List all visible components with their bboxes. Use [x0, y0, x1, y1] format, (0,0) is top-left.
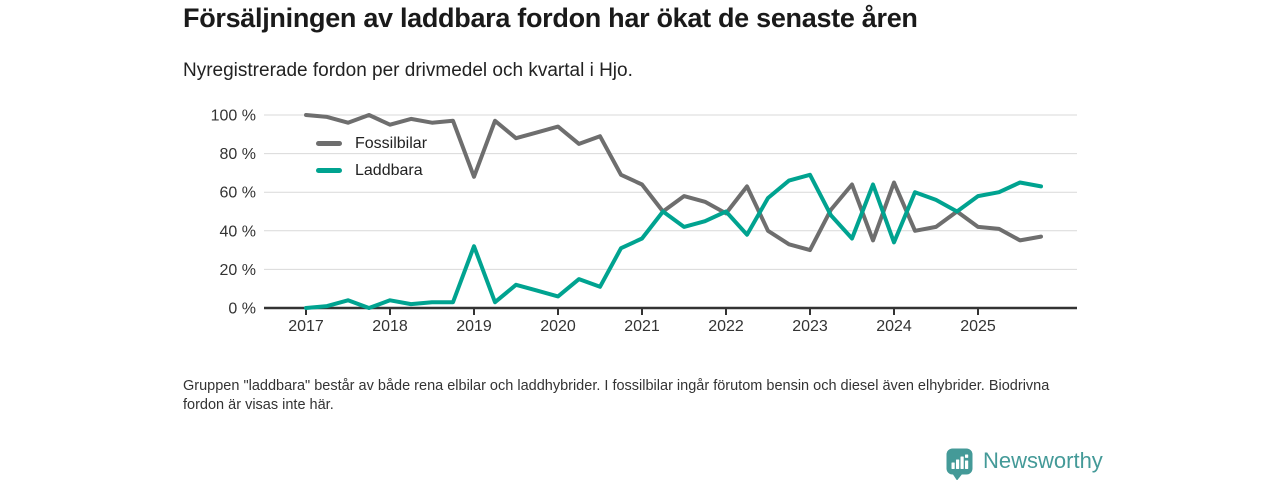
x-axis-tick-label: 2023: [792, 318, 828, 335]
legend-item-fossilbilar: Fossilbilar: [316, 130, 427, 157]
series-line-laddbara: [304, 172, 1043, 310]
newsworthy-wordmark: Newsworthy: [983, 448, 1103, 473]
y-axis-tick-label: 0 %: [228, 301, 256, 318]
x-axis-tick-label: 2024: [876, 318, 912, 335]
x-axis-tick-label: 2019: [456, 318, 492, 335]
x-axis-tick-label: 2021: [624, 318, 660, 335]
chart-footnote: Gruppen "laddbara" består av både rena e…: [183, 378, 1050, 414]
fossilbilar-line-swatch-icon: [316, 141, 342, 146]
legend-label-fossilbilar: Fossilbilar: [355, 134, 428, 152]
x-axis-tick-label: 2018: [372, 318, 408, 335]
chart-subtitle: Nyregistrerade fordon per drivmedel och …: [183, 60, 633, 81]
x-axis-tick-label: 2017: [288, 318, 324, 335]
x-axis-tick-label: 2025: [960, 318, 996, 335]
y-axis-tick-label: 100 %: [211, 108, 256, 125]
y-axis-tick-label: 60 %: [220, 185, 256, 202]
legend-item-laddbara: Laddbara: [316, 157, 427, 184]
y-axis-tick-label: 20 %: [220, 262, 256, 279]
newsworthy-logo-icon bar-chart-pin-icon: [946, 448, 973, 480]
line-chart: 0 % 20 % 40 % 60 % 80 % 100 % 2017 2018 2019 2020…: [211, 108, 1077, 335]
x-axis-tick-label: 2020: [540, 318, 576, 335]
y-axis-tick-label: 40 %: [220, 223, 256, 240]
series-line-fossilbilar: [304, 113, 1043, 253]
chart-title: Försäljningen av laddbara fordon har öka…: [183, 3, 918, 33]
laddbara-line-swatch-icon: [316, 168, 342, 173]
newsworthy-logo[interactable]: Newsworthy: [946, 448, 1103, 480]
legend-label-laddbara: Laddbara: [355, 161, 423, 179]
x-axis-tick-label: 2022: [708, 318, 744, 335]
y-axis-tick-label: 80 %: [220, 146, 256, 163]
chart-legend: Fossilbilar Laddbara: [316, 130, 427, 184]
